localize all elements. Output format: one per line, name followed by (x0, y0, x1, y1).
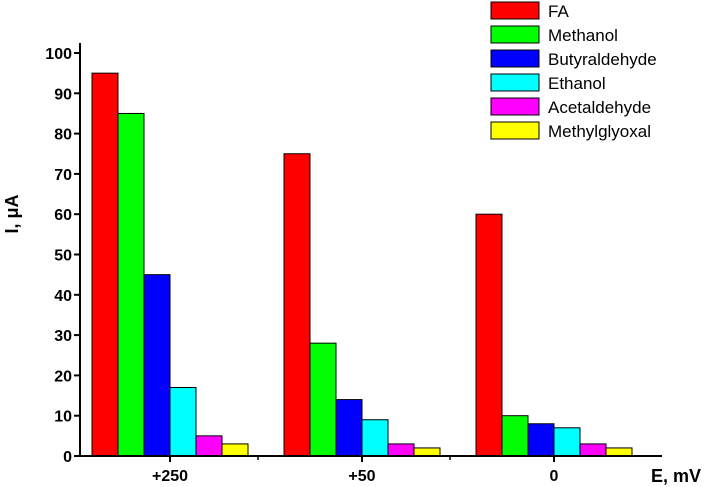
bar-ethanol-0 (553, 427, 581, 457)
legend-item-methylglyoxal: Methylglyoxal (490, 121, 651, 141)
y-tick-label: 50 (54, 248, 72, 265)
y-axis-title: I, μA (2, 194, 22, 233)
bar-acetaldehyde-50 (387, 443, 415, 457)
y-tick-label: 10 (54, 409, 72, 426)
bar-methylglyoxal-0 (605, 447, 633, 457)
y-tick-label: 30 (54, 328, 72, 345)
bar-group-0 (475, 213, 633, 457)
bar-ethanol-250 (169, 386, 197, 457)
legend-label: Butyraldehyde (548, 50, 657, 69)
legend-swatch (490, 121, 540, 140)
legend-item-butyraldehyde: Butyraldehyde (490, 49, 657, 69)
bar-methanol-50 (309, 342, 337, 457)
legend-item-methanol: Methanol (490, 25, 618, 45)
bar-group-250 (91, 72, 249, 457)
bar-acetaldehyde-250 (195, 435, 223, 457)
bar-fa-0 (475, 213, 503, 457)
legend-swatch (490, 1, 540, 20)
legend-swatch (490, 49, 540, 68)
x-axis-title: E, mV (651, 466, 701, 486)
y-tick-label: 80 (54, 127, 72, 144)
bar-group-50 (283, 153, 441, 457)
bar-methanol-250 (117, 112, 145, 457)
legend-label: Acetaldehyde (548, 98, 651, 117)
y-tick-label: 20 (54, 368, 72, 385)
bar-butyraldehyde-0 (527, 423, 555, 457)
bar-groups (91, 72, 633, 457)
legend-label: FA (548, 2, 569, 21)
y-tick-label: 60 (54, 207, 72, 224)
bar-fa-50 (283, 153, 311, 457)
bar-methanol-0 (501, 415, 529, 457)
bar-acetaldehyde-0 (579, 443, 607, 457)
bar-methylglyoxal-250 (221, 443, 249, 457)
y-tick-label: 40 (54, 288, 72, 305)
y-tick-label: 100 (45, 46, 72, 63)
x-tick-label: 0 (550, 468, 559, 485)
legend-swatch (490, 25, 540, 44)
legend-item-fa: FA (490, 1, 569, 21)
y-tick-label: 90 (54, 86, 72, 103)
bar-butyraldehyde-50 (335, 399, 363, 457)
y-tick-label: 70 (54, 167, 72, 184)
legend-item-acetaldehyde: Acetaldehyde (490, 97, 651, 117)
x-tick-label: +250 (152, 468, 188, 485)
bar-butyraldehyde-250 (143, 274, 171, 457)
bar-fa-250 (91, 72, 119, 457)
x-axis-ticks: +250 +50 0 (152, 456, 559, 485)
legend-swatch (490, 73, 540, 92)
legend-item-ethanol: Ethanol (490, 73, 606, 93)
chart-legend: FA Methanol Butyraldehyde Ethanol Acetaldehy… (490, 1, 657, 141)
y-axis-ticks: 0 10 20 30 40 50 60 70 80 90 100 (45, 46, 80, 466)
legend-swatch (490, 97, 540, 116)
bar-methylglyoxal-50 (413, 447, 441, 457)
legend-label: Methanol (548, 26, 618, 45)
bar-ethanol-50 (361, 419, 389, 457)
legend-label: Ethanol (548, 74, 606, 93)
x-tick-label: +50 (348, 468, 375, 485)
legend-label: Methylglyoxal (548, 122, 651, 141)
y-tick-label: 0 (63, 449, 72, 466)
